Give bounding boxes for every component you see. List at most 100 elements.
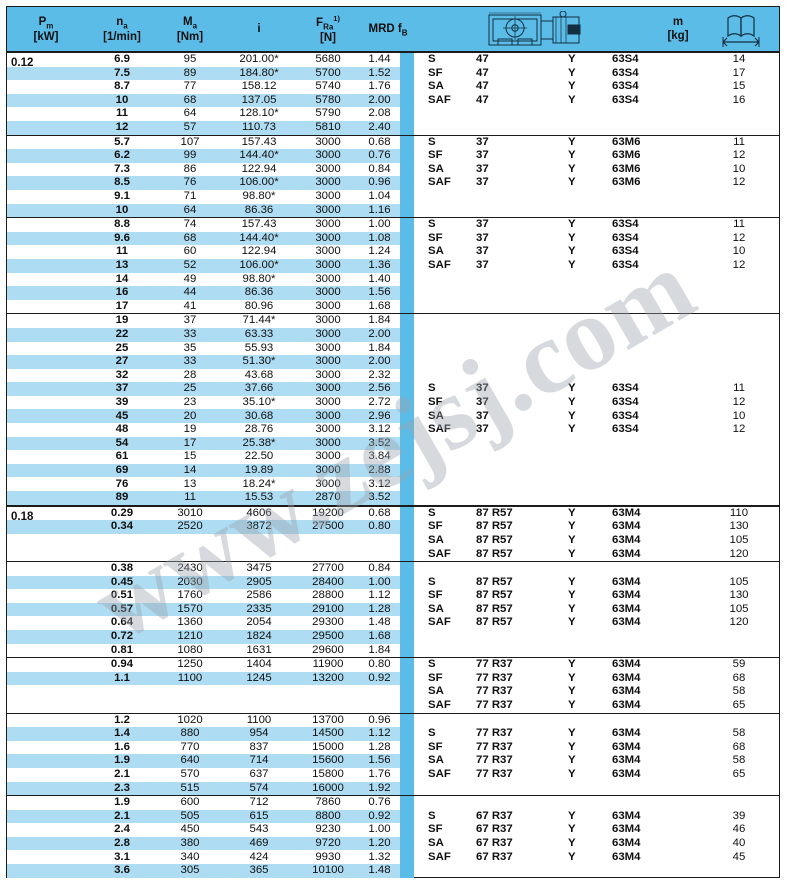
gearbox-row[interactable]: S 47 Y 63S4 14 344: [428, 53, 788, 67]
table-row[interactable]: 6.9 95 201.00* 5680 1.44: [7, 53, 400, 67]
table-row[interactable]: 0.38 2430 3475 27700 0.84: [7, 562, 400, 576]
table-row[interactable]: 1.1 1100 1245 13200 0.92: [7, 671, 400, 686]
gearbox-row[interactable]: S 87 R57 Y 63M4 110 374: [428, 507, 788, 521]
cell-motor-frame: 63M4: [612, 699, 641, 712]
table-row[interactable]: 16 44 86.36 3000 1.56: [7, 286, 400, 300]
table-row[interactable]: 19 37 71.44* 3000 1.84: [7, 314, 400, 328]
table-row[interactable]: 39 23 35.10* 3000 2.72: [7, 396, 400, 410]
cell-service-factor: 2.32: [368, 368, 391, 381]
table-row[interactable]: 27 33 51.30* 3000 2.00: [7, 355, 400, 369]
table-row[interactable]: 0.64 1360 2054 29300 1.48: [7, 616, 400, 630]
gearbox-row[interactable]: SF 77 R37 Y 63M4 68 374: [428, 741, 788, 755]
table-row[interactable]: 0.45 2030 2905 28400 1.00: [7, 575, 400, 590]
header-col-na: na [1/min]: [103, 15, 141, 43]
table-row[interactable]: 3.1 340 424 9930 1.32: [7, 850, 400, 864]
table-row[interactable]: 7.5 89 184.80* 5700 1.52: [7, 66, 400, 81]
table-row[interactable]: 2.1 570 637 15800 1.76: [7, 768, 400, 782]
performance-data-grid: 5.7 107 157.43 3000 0.68 6.2 99 144.40* 3000 0.76…: [7, 136, 400, 218]
gearbox-row[interactable]: S 37 Y 63S4 11 340: [428, 218, 788, 232]
table-row[interactable]: 0.94 1250 1404 11900 0.80: [7, 658, 400, 672]
gearbox-row[interactable]: SA 77 R37 Y 63M4 58 374: [428, 754, 788, 768]
gearbox-row[interactable]: SF 67 R37 Y 63M4 46 374: [428, 823, 788, 837]
gearbox-row[interactable]: SA 87 R57 Y 63M4 105 374: [428, 534, 788, 548]
table-row[interactable]: 48 19 28.76 3000 3.12: [7, 423, 400, 437]
table-row[interactable]: 54 17 25.38* 3000 3.52: [7, 436, 400, 451]
gearbox-row[interactable]: SA 37 Y 63S4 10 342: [428, 409, 788, 423]
gearbox-row[interactable]: SAF 67 R37 Y 63M4 45 374: [428, 850, 788, 864]
table-row[interactable]: 1.2 1020 1100 13700 0.96: [7, 714, 400, 728]
gearbox-row[interactable]: SAF 77 R37 Y 63M4 65 374: [428, 699, 788, 713]
table-row[interactable]: 9.6 68 144.40* 3000 1.08: [7, 231, 400, 246]
gearbox-row[interactable]: SAF 87 R57 Y 63M4 120 374: [428, 616, 788, 630]
gearbox-row[interactable]: SA 87 R57 Y 63M4 105 374: [428, 603, 788, 617]
gearbox-row[interactable]: S 37 Y 63M6 11 340: [428, 136, 788, 150]
table-row[interactable]: 2.8 380 469 9720 1.20: [7, 836, 400, 851]
gearbox-row[interactable]: SF 47 Y 63S4 17 345: [428, 67, 788, 81]
table-row[interactable]: 1.6 770 837 15000 1.28: [7, 741, 400, 755]
table-row[interactable]: 6.2 99 144.40* 3000 0.76: [7, 149, 400, 163]
gearbox-row[interactable]: SF 37 Y 63S4 12 341: [428, 396, 788, 410]
table-row[interactable]: 8.8 74 157.43 3000 1.00: [7, 218, 400, 232]
gearbox-row[interactable]: SAF 77 R37 Y 63M4 65 374: [428, 768, 788, 782]
table-row[interactable]: 1.4 880 954 14500 1.12: [7, 727, 400, 741]
gearbox-row[interactable]: S 77 R37 Y 63M4 58 374: [428, 727, 788, 741]
table-row[interactable]: 45 20 30.68 3000 2.96: [7, 409, 400, 424]
table-row[interactable]: 2.4 450 543 9230 1.00: [7, 823, 400, 837]
gearbox-row[interactable]: S 37 Y 63S4 11 340: [428, 382, 788, 396]
table-row[interactable]: 17 41 80.96 3000 1.68: [7, 300, 400, 314]
table-row[interactable]: 12 57 110.73 5810 2.40: [7, 120, 400, 135]
gearbox-row[interactable]: SA 47 Y 63S4 15 346: [428, 80, 788, 94]
table-row[interactable]: 11 64 128.10* 5790 2.08: [7, 107, 400, 121]
gearbox-row[interactable]: SA 67 R37 Y 63M4 40 374: [428, 837, 788, 851]
gearbox-row[interactable]: S 67 R37 Y 63M4 39 374: [428, 810, 788, 824]
table-row[interactable]: 2.1 505 615 8800 0.92: [7, 809, 400, 824]
cell-service-factor: 3.84: [368, 450, 391, 463]
table-row[interactable]: 3.6 305 365 10100 1.48: [7, 864, 400, 878]
gearbox-row[interactable]: SAF 37 Y 63S4 12 341: [428, 259, 788, 273]
table-row[interactable]: 25 35 55.93 3000 1.84: [7, 342, 400, 356]
table-row[interactable]: 8.5 76 106.00* 3000 0.96: [7, 176, 400, 190]
table-row[interactable]: 37 25 37.66 3000 2.56: [7, 382, 400, 396]
gearbox-row[interactable]: SF 87 R57 Y 63M4 130 374: [428, 589, 788, 603]
table-row[interactable]: 0.72 1210 1824 29500 1.68: [7, 629, 400, 644]
gearbox-row[interactable]: SAF 87 R57 Y 63M4 120 374: [428, 547, 788, 561]
cell-output-torque: 1760: [177, 589, 203, 602]
table-row[interactable]: 32 28 43.68 3000 2.32: [7, 369, 400, 383]
table-row[interactable]: 2.3 515 574 16000 1.92: [7, 781, 400, 796]
table-row[interactable]: 10 64 86.36 3000 1.16: [7, 203, 400, 218]
gearbox-row[interactable]: SA 77 R37 Y 63M4 58 374: [428, 685, 788, 699]
table-row[interactable]: 69 14 19.89 3000 2.88: [7, 463, 400, 478]
table-row[interactable]: 7.3 86 122.94 3000 0.84: [7, 163, 400, 177]
gearbox-row[interactable]: SAF 37 Y 63S4 12 341: [428, 423, 788, 437]
table-row[interactable]: 11 60 122.94 3000 1.24: [7, 245, 400, 259]
table-row[interactable]: 0.34 2520 3872 27500 0.80: [7, 520, 400, 534]
gearbox-row[interactable]: S 87 R57 Y 63M4 105 374: [428, 576, 788, 590]
table-row[interactable]: 0.81 1080 1631 29600 1.84: [7, 644, 400, 658]
gearbox-row[interactable]: S 77 R37 Y 63M4 59 374: [428, 658, 788, 672]
gearbox-row[interactable]: SF 77 R37 Y 63M4 68 374: [428, 672, 788, 686]
table-row[interactable]: 13 52 106.00* 3000 1.36: [7, 258, 400, 273]
table-row[interactable]: 9.1 71 98.80* 3000 1.04: [7, 190, 400, 204]
gearbox-row[interactable]: SF 37 Y 63M6 12 341: [428, 149, 788, 163]
table-row[interactable]: 5.7 107 157.43 3000 0.68: [7, 136, 400, 150]
table-row[interactable]: 76 13 18.24* 3000 3.12: [7, 477, 400, 491]
gearbox-row[interactable]: SAF 47 Y 63S4 16 345: [428, 94, 788, 108]
cell-gear-ratio: 122.94: [241, 245, 277, 258]
gearbox-row[interactable]: SF 37 Y 63S4 12 341: [428, 232, 788, 246]
table-row[interactable]: 8.7 77 158.12 5740 1.76: [7, 80, 400, 94]
table-row[interactable]: 1.9 600 712 7860 0.76: [7, 796, 400, 810]
table-row[interactable]: 0.51 1760 2586 28800 1.12: [7, 589, 400, 603]
table-row[interactable]: 22 33 63.33 3000 2.00: [7, 327, 400, 342]
table-row[interactable]: 0.29 3010 4606 19200 0.68: [7, 507, 400, 521]
gearbox-row[interactable]: SAF 37 Y 63M6 12 341: [428, 176, 788, 190]
gearbox-row[interactable]: SF 87 R57 Y 63M4 130 374: [428, 520, 788, 534]
cell-gear-ratio: 469: [249, 836, 269, 849]
table-row[interactable]: 14 49 98.80* 3000 1.40: [7, 273, 400, 287]
table-row[interactable]: 61 15 22.50 3000 3.84: [7, 450, 400, 464]
table-row[interactable]: 89 11 15.53 2870 3.52: [7, 491, 400, 505]
gearbox-row[interactable]: SA 37 Y 63S4 10 342: [428, 245, 788, 259]
gearbox-row[interactable]: SA 37 Y 63M6 10 342: [428, 163, 788, 177]
table-row[interactable]: 0.57 1570 2335 29100 1.28: [7, 602, 400, 617]
table-row[interactable]: 10 68 137.05 5780 2.00: [7, 93, 400, 108]
table-row[interactable]: 1.9 640 714 15600 1.56: [7, 754, 400, 768]
